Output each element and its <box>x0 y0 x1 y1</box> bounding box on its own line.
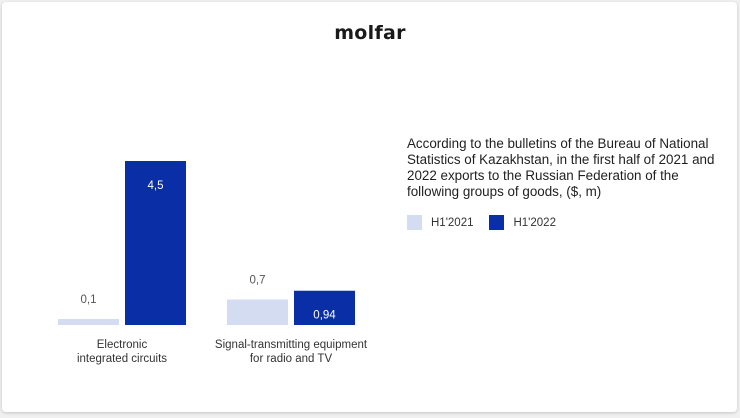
legend-swatch-h1-2022 <box>489 215 505 230</box>
value-label-h1-2021-cat1: 0,7 <box>250 274 266 286</box>
molfar-logo: molfar <box>334 22 406 44</box>
legend-item-h1-2022: H1'2022 <box>489 215 556 230</box>
legend-label-h1-2022: H1'2022 <box>513 216 556 229</box>
bar-h1-2022-cat1 <box>294 290 355 325</box>
value-label-h1-2022-cat1: 0,94 <box>313 310 336 322</box>
category-label-0: Electronic integrated circuits <box>77 339 167 365</box>
chart-card <box>2 2 737 412</box>
chart-legend: H1'2021 H1'2022 <box>407 215 572 230</box>
value-label-h1-2022-cat0: 4,5 <box>148 180 164 192</box>
legend-swatch-h1-2021 <box>407 215 422 230</box>
value-label-h1-2021-cat0: 0,1 <box>81 294 97 306</box>
legend-label-h1-2021: H1'2021 <box>431 216 474 229</box>
bar-h1-2022-cat0 <box>125 161 186 325</box>
bar-h1-2021-cat0 <box>58 319 119 325</box>
chart-description: According to the bulletins of the Bureau… <box>407 136 715 199</box>
category-label-1: Signal-transmitting equipment for radio a… <box>215 339 368 365</box>
bar-h1-2021-cat1 <box>227 299 288 325</box>
legend-item-h1-2021: H1'2021 <box>407 215 473 230</box>
